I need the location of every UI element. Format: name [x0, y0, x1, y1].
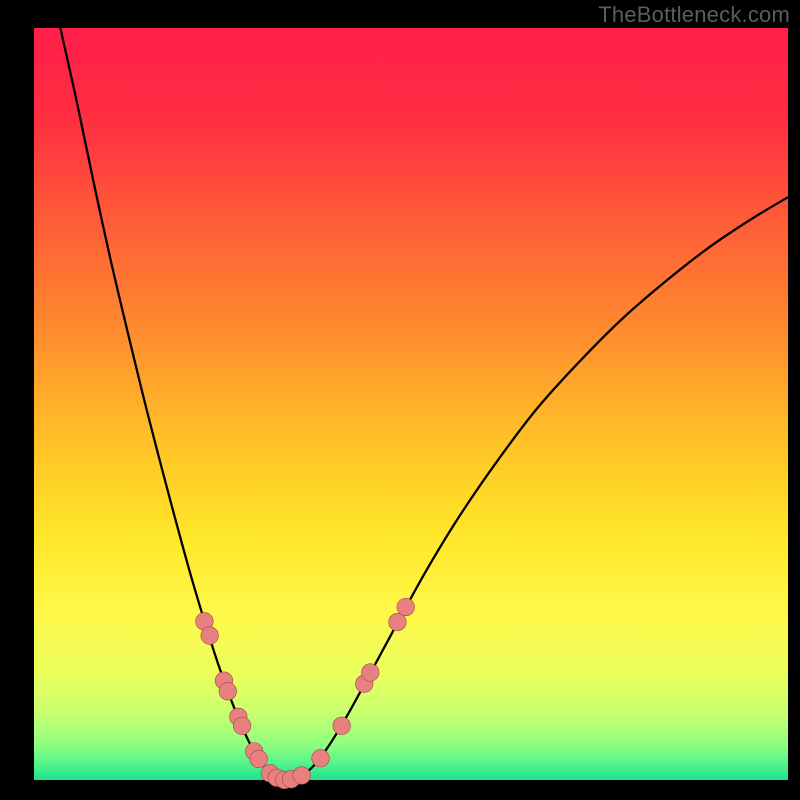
watermark-text: TheBottleneck.com	[598, 2, 790, 28]
plot-area	[34, 28, 788, 780]
gradient-background	[34, 28, 788, 780]
marker-point	[361, 664, 379, 682]
marker-point	[312, 749, 330, 767]
marker-point	[233, 717, 251, 735]
marker-point	[293, 767, 311, 785]
chart-canvas: TheBottleneck.com	[0, 0, 800, 800]
marker-point	[397, 598, 415, 616]
marker-point	[389, 613, 407, 631]
marker-point	[201, 627, 219, 645]
marker-point	[219, 682, 237, 700]
curve-svg	[34, 28, 788, 780]
marker-point	[333, 717, 351, 735]
marker-point	[250, 750, 268, 768]
